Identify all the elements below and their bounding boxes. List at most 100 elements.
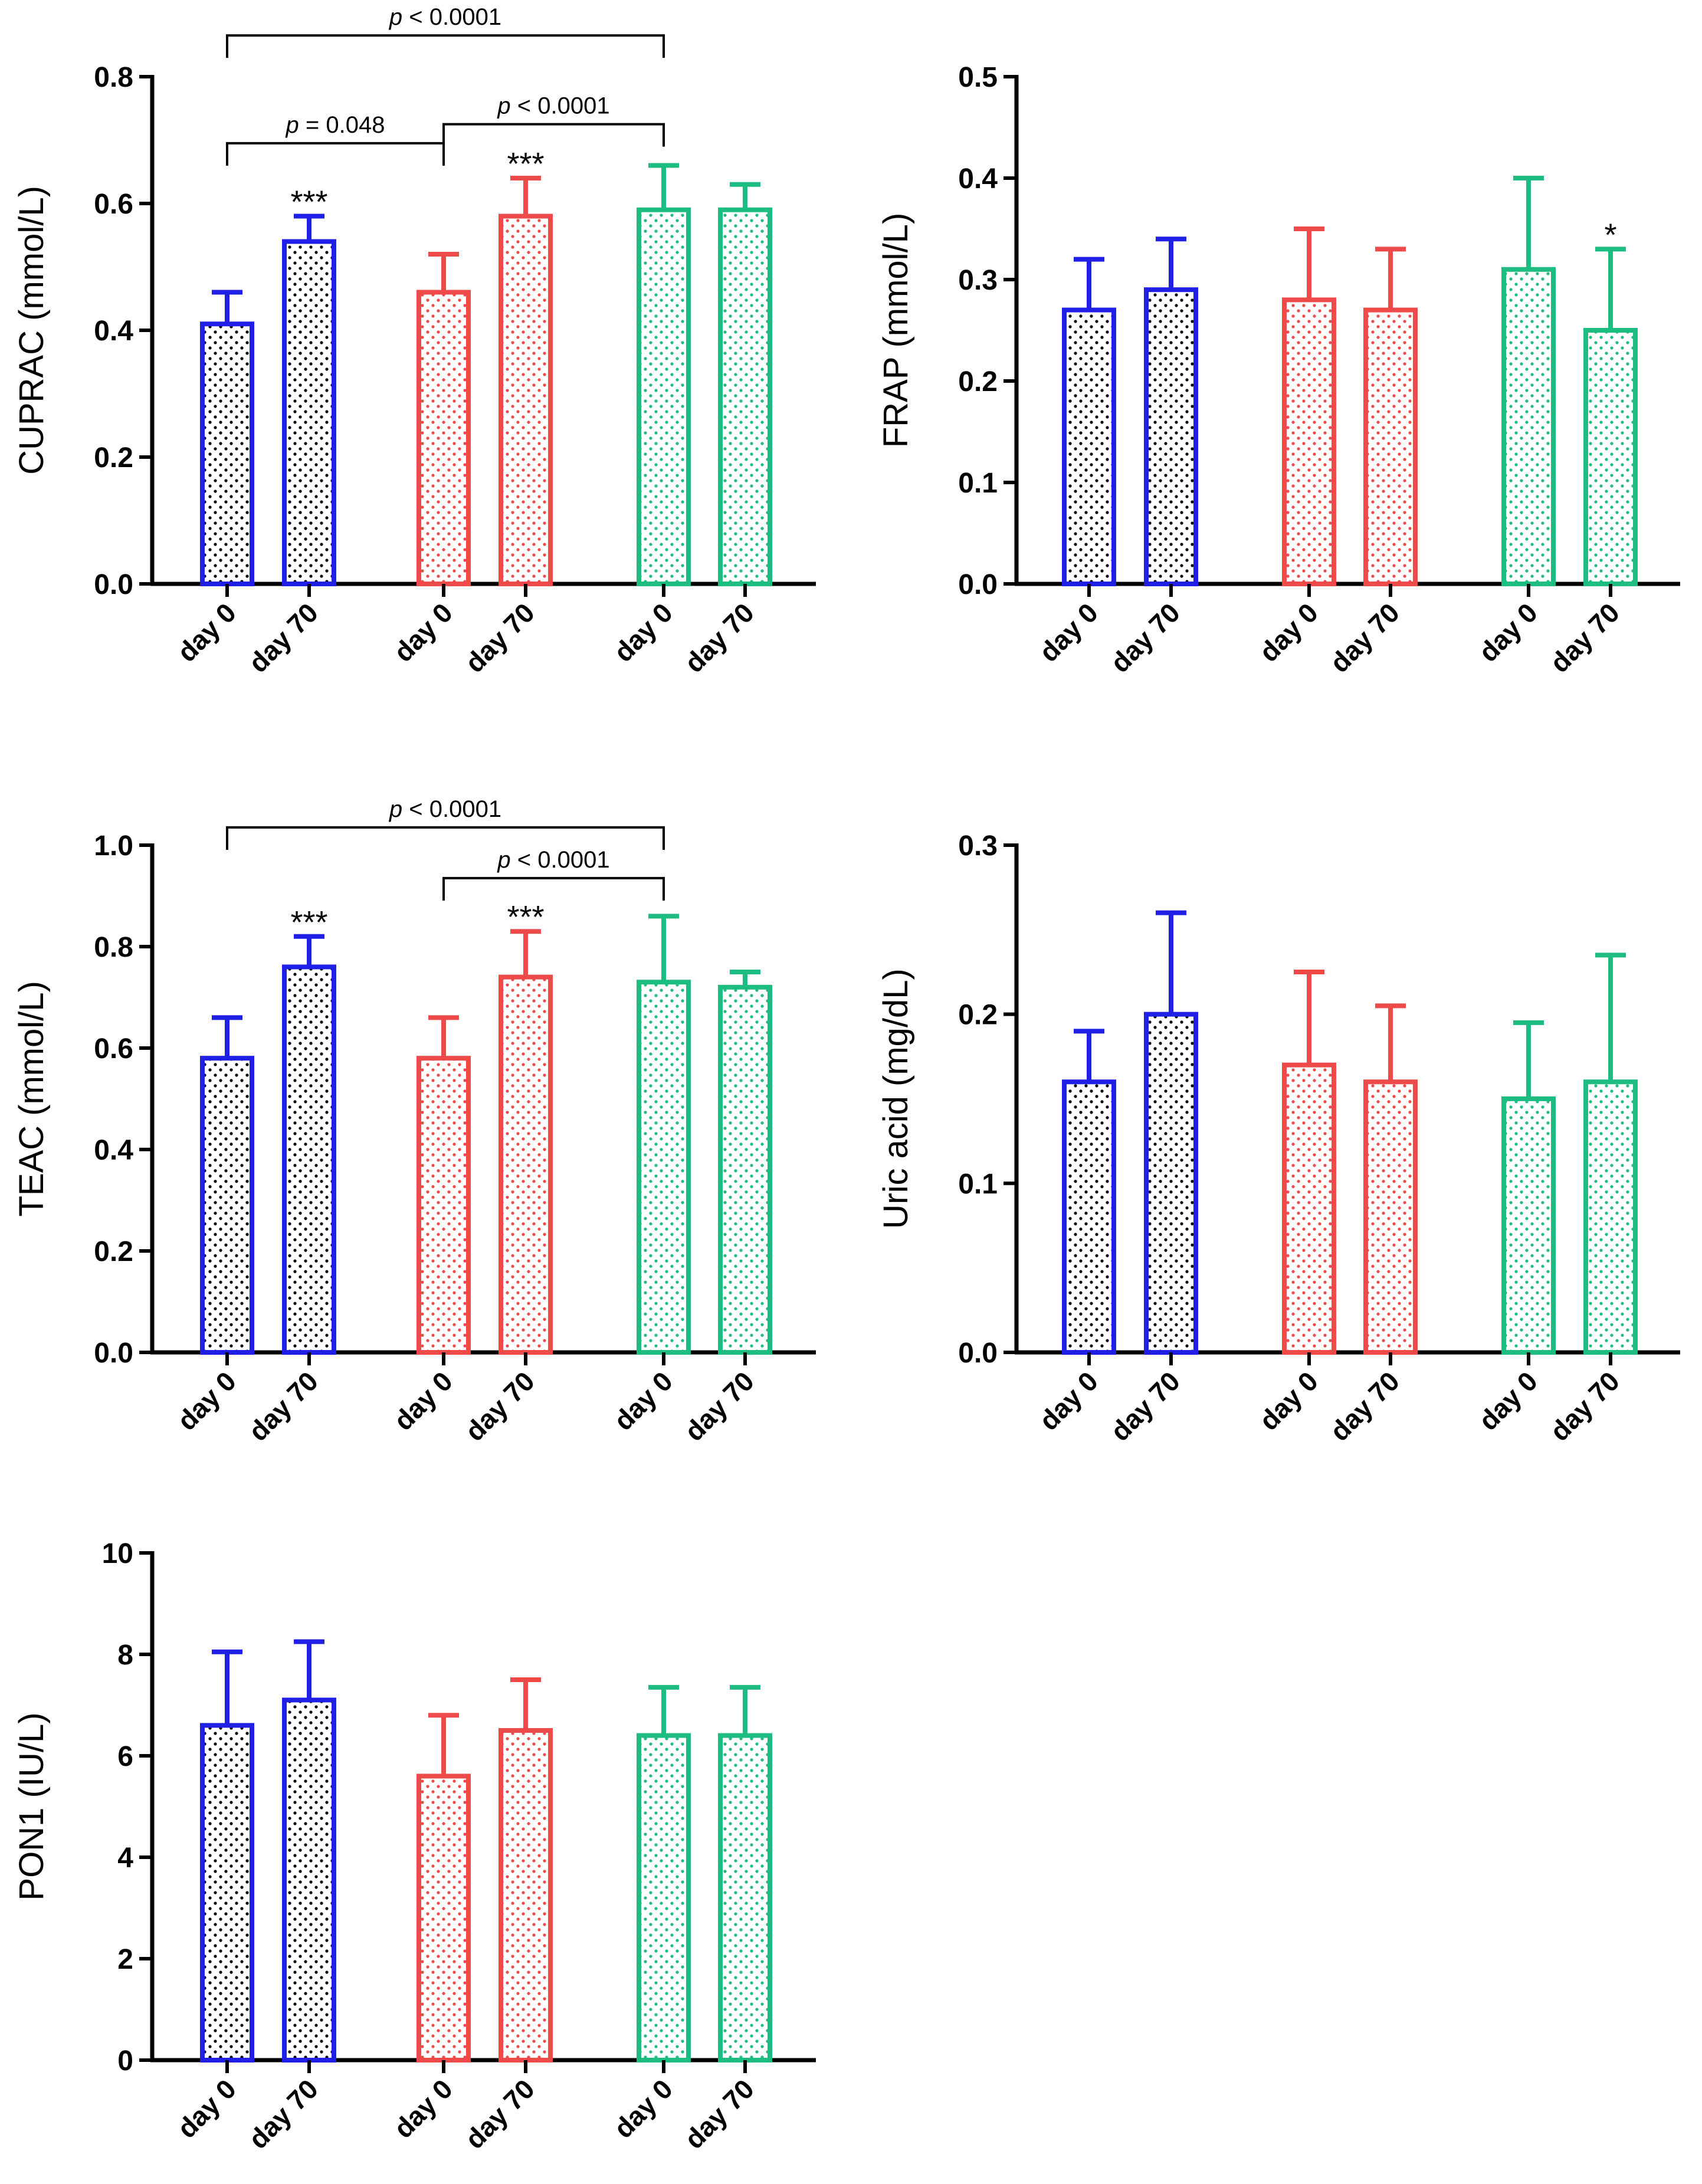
bar-red-day0 (1282, 297, 1336, 586)
y-axis-title: FRAP (mmol/L) (877, 213, 915, 448)
bar-red-day0 (417, 1056, 471, 1355)
y-tick-label: 8 (117, 1640, 133, 1671)
bar-green-day0 (637, 980, 691, 1355)
bar-blue-day70 (1144, 1011, 1198, 1355)
x-tick-label: day 70 (678, 597, 760, 678)
x-tick-label: day 0 (1033, 597, 1104, 668)
y-tick-label: 0.2 (94, 442, 133, 474)
y-tick-label: 0.3 (958, 265, 998, 296)
y-tick-label: 0.3 (958, 830, 998, 862)
bar-red-day0 (417, 290, 471, 586)
x-tick-label: day 70 (242, 1365, 324, 1447)
bar-blue-day0 (200, 1056, 254, 1355)
x-tick-label: day 0 (1473, 1365, 1543, 1436)
bar-red-day70 (499, 1728, 553, 2063)
x-tick-label: day 70 (459, 1365, 540, 1447)
x-tick-label: day 0 (608, 1365, 678, 1436)
y-axis-title: PON1 (IU/L) (12, 1712, 51, 1900)
y-tick-label: 0.0 (958, 569, 998, 600)
bar-red-day70 (499, 214, 553, 586)
significance-bracket (442, 876, 665, 901)
bar-green-day0 (637, 207, 691, 586)
bar-blue-day0 (1062, 307, 1116, 586)
significance-bracket (226, 142, 445, 166)
bar-green-day70 (718, 1733, 772, 2063)
y-tick-label: 4 (117, 1843, 133, 1874)
significance-stars: *** (290, 185, 327, 220)
x-tick-label: day 0 (1033, 1365, 1104, 1436)
y-tick-label: 0.2 (958, 366, 998, 398)
y-tick-label: 1.0 (94, 830, 133, 862)
p-value-label: p < 0.0001 (389, 796, 501, 822)
significance-bracket (226, 34, 665, 58)
y-tick-label: 0.6 (94, 1033, 133, 1065)
bar-green-day70 (1583, 328, 1638, 586)
x-tick-label: day 70 (459, 2073, 540, 2155)
bar-blue-day0 (200, 321, 254, 586)
x-tick-label: day 0 (388, 597, 458, 668)
bar-red-day70 (1363, 307, 1418, 586)
x-tick-label: day 70 (242, 2073, 324, 2155)
y-tick-label: 0.0 (94, 569, 133, 600)
bar-blue-day70 (282, 239, 336, 586)
y-tick-label: 0 (117, 2045, 133, 2077)
y-tick-label: 0.2 (958, 1000, 998, 1031)
y-tick-label: 0.1 (958, 468, 998, 499)
x-tick-label: day 0 (171, 2073, 242, 2144)
x-tick-label: day 0 (171, 597, 242, 668)
x-tick-label: day 70 (1104, 597, 1186, 678)
x-tick-label: day 70 (678, 1365, 760, 1447)
y-tick-label: 2 (117, 1944, 133, 1975)
x-tick-label: day 0 (388, 1365, 458, 1436)
x-tick-label: day 0 (608, 2073, 678, 2144)
y-tick-label: 0.0 (94, 1338, 133, 1369)
x-tick-label: day 70 (1324, 597, 1405, 678)
bar-blue-day70 (282, 1697, 336, 2063)
significance-stars: *** (507, 146, 544, 182)
x-tick-label: day 70 (1104, 1365, 1186, 1447)
y-tick-label: 0.2 (94, 1236, 133, 1267)
x-tick-label: day 0 (1473, 597, 1543, 668)
y-tick-label: 0.4 (94, 316, 133, 347)
x-tick-label: day 0 (1253, 1365, 1324, 1436)
bar-red-day0 (1282, 1062, 1336, 1355)
y-axis-title: TEAC (mmol/L) (12, 981, 51, 1217)
significance-stars: *** (290, 905, 327, 940)
y-tick-label: 0.8 (94, 62, 133, 93)
x-tick-label: day 0 (608, 597, 678, 668)
p-value-label: p < 0.0001 (389, 4, 501, 30)
x-tick-label: day 70 (242, 597, 324, 678)
x-tick-label: day 70 (1544, 597, 1625, 678)
bar-red-day70 (499, 974, 553, 1355)
x-tick-label: day 70 (459, 597, 540, 678)
p-value-label: p < 0.0001 (497, 847, 609, 873)
y-axis-title: Uric acid (mg/dL) (877, 968, 915, 1229)
y-tick-label: 0.5 (958, 62, 998, 93)
bar-red-day70 (1363, 1079, 1418, 1355)
significance-bracket (226, 826, 665, 850)
bar-green-day0 (1501, 1096, 1556, 1355)
y-tick-label: 0.1 (958, 1168, 998, 1200)
y-tick-label: 0.4 (94, 1135, 133, 1166)
significance-bracket (442, 123, 665, 147)
bar-green-day70 (1583, 1079, 1638, 1355)
x-tick-label: day 70 (1544, 1365, 1625, 1447)
bar-green-day70 (718, 984, 772, 1355)
bar-green-day0 (637, 1733, 691, 2063)
bar-green-day70 (718, 207, 772, 586)
bar-blue-day70 (1144, 287, 1198, 586)
p-value-label: p = 0.048 (286, 112, 385, 138)
x-tick-label: day 70 (678, 2073, 760, 2155)
x-tick-label: day 0 (1253, 597, 1324, 668)
p-value-label: p < 0.0001 (497, 93, 609, 119)
x-tick-label: day 0 (171, 1365, 242, 1436)
bar-red-day0 (417, 1774, 471, 2063)
x-tick-label: day 0 (388, 2073, 458, 2144)
bar-blue-day0 (200, 1723, 254, 2063)
bar-blue-day0 (1062, 1079, 1116, 1355)
significance-stars: *** (507, 899, 544, 935)
